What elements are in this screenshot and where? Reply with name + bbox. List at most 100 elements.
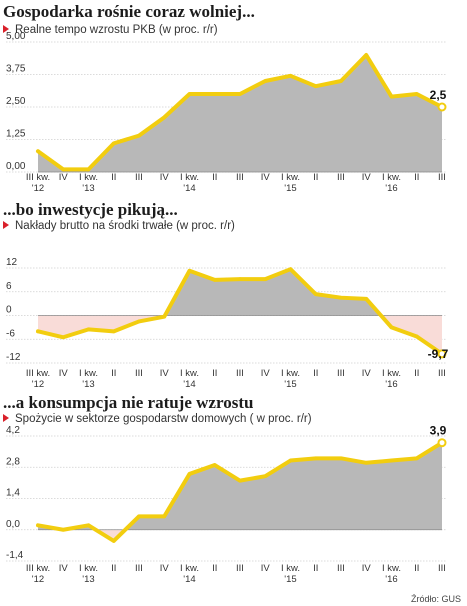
data-point	[437, 438, 447, 448]
x-tick-label: IV	[261, 563, 271, 574]
x-tick-label-line: IV	[59, 368, 69, 379]
x-tick-label: II	[212, 563, 217, 574]
chart-subtitle: Spożycie w sektorze gospodarstw domowych…	[3, 413, 312, 425]
data-point	[162, 115, 167, 120]
x-tick-label: III	[236, 172, 244, 183]
data-point	[364, 460, 369, 465]
x-tick-label-line: II	[111, 172, 116, 183]
y-tick-label: 6	[6, 281, 12, 292]
x-tick-label-line: IV	[362, 172, 372, 183]
data-point	[86, 523, 91, 528]
data-point	[263, 79, 268, 83]
data-point	[86, 327, 91, 332]
x-tick-label-line: III	[236, 563, 244, 574]
x-tick-label-line: '12	[32, 379, 44, 390]
data-point	[414, 92, 419, 96]
x-tick-label: I kw. '14	[180, 368, 199, 390]
chart-title: ...a konsumpcja nie ratuje wzrostu	[3, 393, 254, 412]
x-tick-label-line: III	[337, 172, 345, 183]
x-tick-label-line: I kw.	[382, 563, 401, 574]
x-tick-label: III	[135, 563, 143, 574]
red-triangle-icon	[3, 25, 9, 33]
x-tick-label: II	[313, 563, 318, 574]
x-tick-label-line: III kw.	[26, 172, 50, 183]
x-tick-label-line: II	[414, 563, 419, 574]
data-point	[437, 349, 447, 359]
y-tick-label: -12	[6, 352, 21, 363]
x-tick-label-line: '14	[183, 379, 195, 390]
x-tick-label: III	[337, 563, 345, 574]
x-tick-label-line: III kw.	[26, 563, 50, 574]
x-tick-label-line: III	[438, 172, 446, 183]
chart-panel-investment: ...bo inwestycje pikują... Nakłady brutt…	[0, 200, 467, 400]
x-tick-label-line: '12	[32, 574, 44, 585]
y-tick-label: 2,50	[6, 96, 26, 107]
chart-subtitle-text: Realne tempo wzrostu PKB (w proc. r/r)	[15, 24, 218, 36]
x-tick-label: I kw. '13	[79, 368, 98, 390]
end-value-label: -9,7	[428, 347, 449, 361]
x-tick-label: II	[212, 368, 217, 379]
data-point	[187, 472, 192, 476]
x-tick-label-line: III	[438, 563, 446, 574]
x-tick-label-line: '13	[82, 574, 94, 585]
x-tick-label: I kw. '15	[281, 563, 300, 585]
data-point	[414, 456, 419, 461]
data-point	[389, 94, 394, 99]
x-tick-label-line: IV	[59, 172, 69, 183]
x-tick-label: I kw. '14	[180, 563, 199, 585]
x-tick-label-line: III	[135, 172, 143, 183]
positive-area	[38, 269, 442, 316]
data-point	[238, 277, 242, 281]
data-point	[238, 478, 242, 483]
chart-panel-gdp: Gospodarka rośnie coraz wolniej... Realn…	[0, 0, 467, 205]
x-tick-label: II	[111, 172, 116, 183]
x-tick-label: IV	[261, 172, 271, 183]
x-tick-label-line: '15	[284, 379, 296, 390]
x-tick-label-line: I kw.	[281, 563, 300, 574]
y-tick-label: 1,25	[6, 129, 26, 140]
x-tick-label-line: IV	[362, 368, 372, 379]
x-tick-label: II	[313, 172, 318, 183]
data-point	[137, 319, 141, 324]
x-tick-label: I kw. '15	[281, 172, 300, 194]
x-tick-label: IV	[160, 563, 170, 574]
x-tick-label: III	[135, 172, 143, 183]
data-point	[187, 92, 192, 96]
y-tick-label: 12	[6, 257, 18, 268]
x-tick-label: III kw. '12	[26, 172, 50, 194]
data-point	[313, 456, 318, 461]
x-tick-label-line: I kw.	[180, 172, 199, 183]
x-tick-label-line: IV	[160, 563, 170, 574]
x-tick-label: III	[135, 368, 143, 379]
y-tick-label: 2,8	[6, 456, 20, 467]
x-tick-label: III	[236, 368, 244, 379]
data-point	[212, 278, 217, 282]
x-tick-label: I kw. '14	[180, 172, 199, 194]
data-point	[36, 329, 40, 334]
x-tick-label: IV	[59, 172, 69, 183]
x-tick-label: III kw. '12	[26, 563, 50, 585]
data-point	[212, 92, 217, 96]
data-point	[263, 474, 268, 478]
x-tick-label-line: III	[236, 172, 244, 183]
x-tick-label-line: III	[236, 368, 244, 379]
x-tick-label-line: II	[212, 563, 217, 574]
y-tick-label: 4,2	[6, 425, 20, 436]
x-tick-label: II	[414, 172, 419, 183]
chart-panel-consumption: ...a konsumpcja nie ratuje wzrostu Spoży…	[0, 393, 467, 606]
x-tick-label: II	[414, 368, 419, 379]
x-tick-label-line: I kw.	[382, 368, 401, 379]
chart-title: Gospodarka rośnie coraz wolniej...	[3, 2, 255, 21]
data-point	[162, 314, 167, 319]
x-tick-label-line: II	[313, 172, 318, 183]
chart-subtitle: Realne tempo wzrostu PKB (w proc. r/r)	[3, 24, 218, 36]
data-point	[339, 456, 343, 461]
x-tick-label-line: II	[414, 368, 419, 379]
chart-subtitle: Nakłady brutto na środki trwałe (w proc.…	[3, 220, 235, 232]
x-tick-label: III	[438, 172, 446, 183]
data-point	[187, 268, 192, 273]
x-tick-label: III	[438, 563, 446, 574]
data-point	[61, 335, 66, 340]
x-tick-label: IV	[261, 368, 271, 379]
